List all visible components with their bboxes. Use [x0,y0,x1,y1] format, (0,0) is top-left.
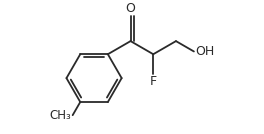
Text: O: O [126,2,135,15]
Text: CH₃: CH₃ [50,109,72,122]
Text: F: F [150,75,157,88]
Text: OH: OH [195,45,215,58]
